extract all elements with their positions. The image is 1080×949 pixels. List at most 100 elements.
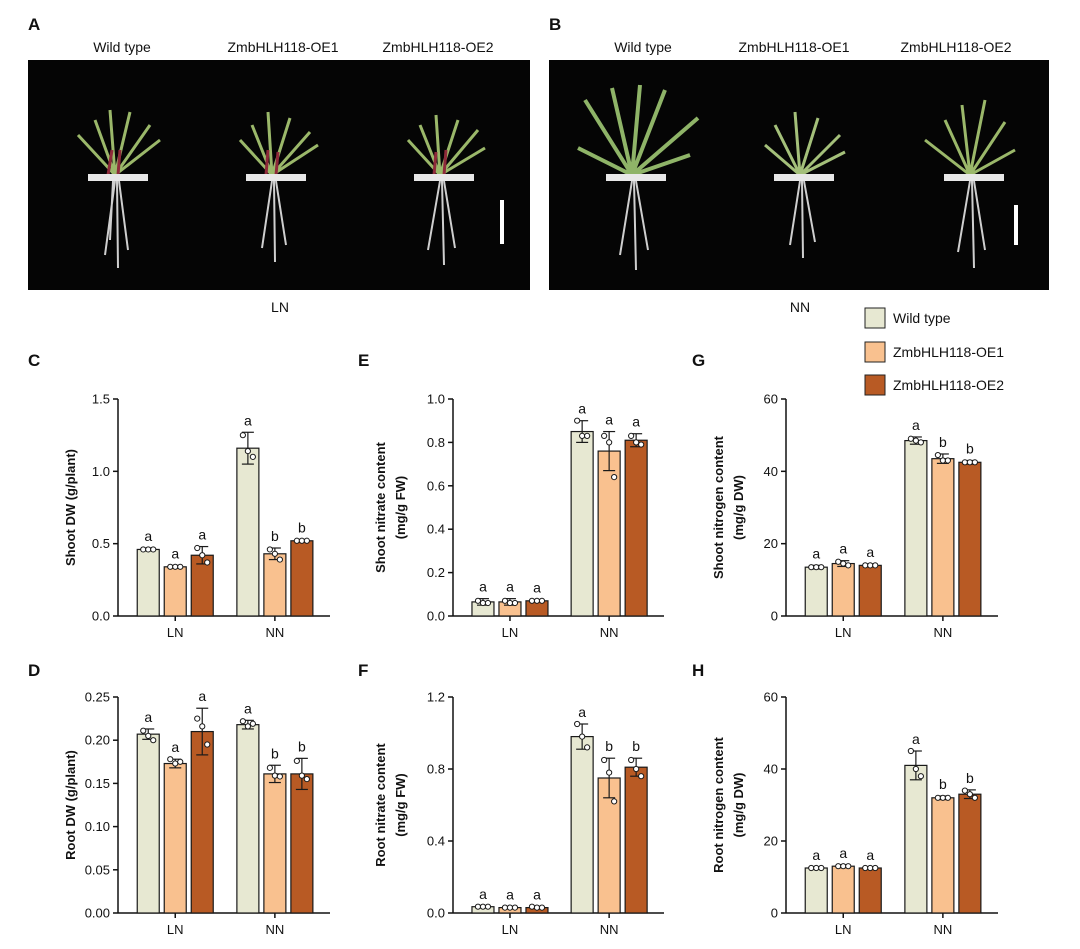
significance-letter-d: a (244, 700, 252, 716)
y-axis-label-g: Shoot nitrogen content (711, 435, 726, 579)
x-tick-label-d-nn: NN (265, 922, 284, 937)
x-tick-label-e-nn: NN (600, 625, 619, 640)
data-point-h (840, 863, 847, 870)
y-tick-label-e: 0.4 (427, 522, 445, 537)
significance-letter-h: b (966, 770, 974, 786)
data-point-c (177, 563, 184, 570)
y-tick-label-f: 0.8 (427, 762, 445, 777)
plant-photo-oe2-ln (406, 114, 486, 266)
x-tick-label-c-ln: LN (167, 625, 184, 640)
bar-g-ln-1 (804, 566, 828, 617)
significance-letter-d: b (271, 745, 279, 761)
significance-letter-e: a (578, 401, 586, 417)
data-point-e (584, 432, 591, 439)
data-point-e (574, 417, 581, 424)
data-point-h (845, 863, 852, 870)
data-point-c (150, 546, 157, 553)
data-point-e (601, 432, 608, 439)
y-tick-label-g: 20 (764, 536, 778, 551)
y-tick-label-e: 0.0 (427, 609, 445, 624)
panel-label-g: G (692, 351, 705, 370)
plant-photo-wt-ln (76, 109, 161, 269)
significance-letter-g: a (912, 417, 920, 433)
x-tick-label-f-nn: NN (600, 922, 619, 937)
data-point-f (511, 904, 519, 911)
y-tick-label-f: 0.0 (427, 906, 445, 921)
y-tick-label-d: 0.15 (85, 776, 110, 791)
data-point-g (845, 562, 852, 569)
data-point-g (966, 459, 973, 466)
data-point-d (298, 772, 305, 779)
data-point-h (971, 794, 978, 801)
data-point-d (204, 741, 211, 748)
data-point-g (961, 459, 968, 466)
y-axis-label-c: Shoot DW (g/plant) (63, 449, 78, 566)
data-point-h (907, 747, 914, 755)
significance-letter-d: a (198, 688, 206, 704)
data-point-h (867, 864, 874, 872)
significance-letter-f: b (632, 738, 640, 754)
bar-c-nn-1 (236, 447, 260, 617)
data-point-f (528, 903, 536, 910)
significance-letter-d: a (171, 739, 179, 755)
data-point-e (628, 432, 635, 439)
bar-g-nn-2 (931, 458, 955, 617)
chart-shoot-nitrate: 0.0 0.2 0.4 0.6 0.8 1.0 Shoot nitrate content (… (373, 392, 664, 640)
significance-letter-d: b (298, 738, 306, 754)
y-tick-label-h: 60 (764, 690, 778, 705)
y-axis-label-units-g: (mg/g DW) (731, 475, 746, 540)
photo-b (549, 60, 1049, 290)
data-point-f (584, 744, 591, 751)
y-tick-label-g: 60 (764, 392, 778, 407)
data-point-f (484, 903, 492, 910)
y-tick-label-f: 1.2 (427, 690, 445, 705)
significance-letter-g: a (866, 544, 874, 560)
data-point-d (194, 715, 201, 722)
legend-swatch-oe1 (864, 341, 886, 363)
data-point-f (538, 904, 546, 911)
y-axis-label-d: Root DW (g/plant) (63, 750, 78, 860)
data-point-h (818, 864, 825, 872)
data-point-c (239, 432, 246, 439)
data-point-h (912, 765, 919, 773)
data-point-d (249, 720, 256, 727)
y-tick-label-c: 1.0 (92, 464, 110, 479)
chart-root-dw: 0.00 0.05 0.10 0.15 0.20 0.25 Root DW (g/plant… (63, 688, 330, 937)
data-point-e (579, 432, 586, 439)
bar-g-ln-2 (831, 562, 855, 617)
data-point-f (606, 769, 613, 776)
data-point-e (506, 599, 514, 607)
significance-letter-c: a (171, 545, 179, 561)
data-point-c (276, 556, 283, 563)
plant-photo-oe1-ln (238, 111, 319, 263)
y-tick-label-g: 40 (764, 464, 778, 479)
data-point-e (479, 599, 487, 607)
significance-letter-h: a (812, 847, 820, 863)
data-point-g (907, 435, 914, 442)
significance-letter-e: a (533, 580, 541, 596)
data-point-d (177, 758, 184, 765)
bar-d-nn-3 (290, 773, 314, 914)
data-point-h (939, 794, 946, 801)
photo-b-condition: NN (790, 299, 810, 315)
y-tick-label-f: 0.4 (427, 834, 445, 849)
data-point-e (638, 441, 645, 448)
data-point-c (199, 552, 206, 559)
significance-letter-e: a (479, 579, 487, 595)
data-point-g (912, 437, 919, 444)
data-point-f (574, 720, 581, 728)
y-tick-label-h: 20 (764, 834, 778, 849)
panel-label-f: F (358, 661, 368, 680)
y-tick-label-d: 0.05 (85, 862, 110, 877)
data-point-f (638, 773, 645, 780)
bar-h-ln-1 (804, 867, 828, 914)
panel-label-e: E (358, 351, 369, 370)
data-point-d (150, 737, 157, 744)
data-point-e (501, 597, 509, 604)
data-point-c (271, 550, 278, 557)
bar-h-nn-1 (904, 764, 928, 914)
data-point-d (244, 723, 251, 730)
data-point-e (528, 597, 536, 604)
data-point-d (199, 723, 206, 730)
